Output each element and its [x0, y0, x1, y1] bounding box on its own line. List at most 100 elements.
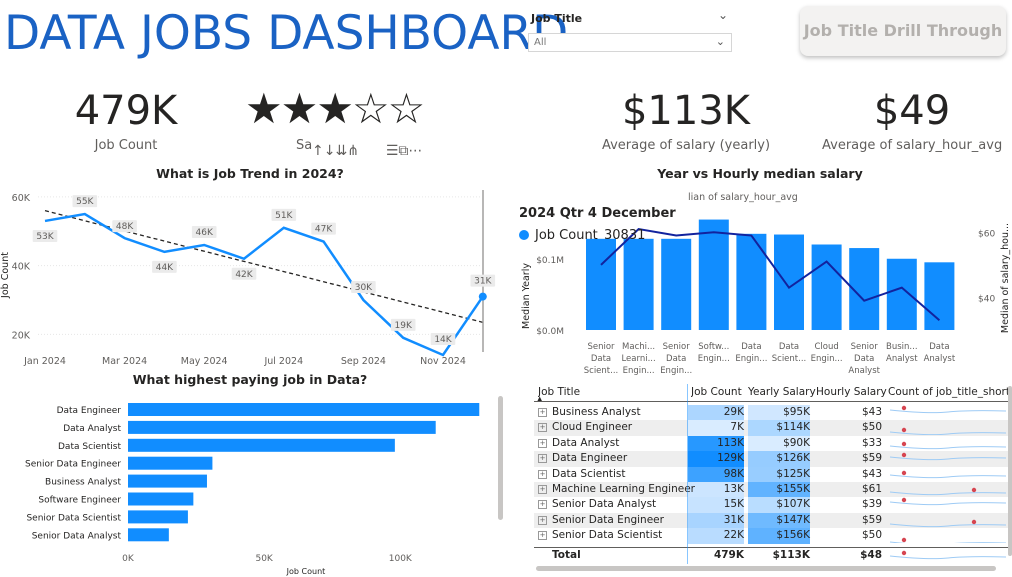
x-tick-label: Data	[666, 354, 686, 364]
yearly-salary-heat-cell	[748, 435, 810, 452]
expand-icon[interactable]: +	[538, 408, 547, 417]
expand-icon[interactable]: +	[538, 454, 547, 464]
arrow-down-icon[interactable]: ↓	[323, 143, 336, 159]
column-header[interactable]: Hourly Salary	[816, 386, 887, 398]
expand-icon[interactable]: +	[538, 531, 547, 541]
fork-arrow-icon[interactable]: ⋔	[347, 143, 359, 159]
y-tick-label: Senior Data Scientist	[26, 513, 121, 523]
drill-through-button[interactable]: Job Title Drill Through	[800, 6, 1006, 56]
table-row[interactable]: + Machine Learning Engineer 13K $155K $61	[534, 482, 1012, 498]
job-count-bar[interactable]	[128, 510, 188, 524]
sparkline	[889, 452, 1007, 461]
table-row[interactable]: + Senior Data Scientist 22K $156K $50	[534, 528, 1012, 544]
data-label: 19K	[395, 321, 413, 331]
table-cell-yearly-salary: $147K	[776, 513, 810, 526]
column-header[interactable]: Count of job_title_short b	[888, 386, 1010, 398]
yearly-salary-bar[interactable]	[811, 244, 842, 331]
expand-icon[interactable]: +	[538, 485, 547, 494]
highest-paying-bar-chart[interactable]: Data Engineer Data Analyst Data Scientist S…	[0, 390, 500, 577]
expand-icon[interactable]: +	[538, 500, 547, 510]
hourly-salary-line[interactable]	[600, 227, 941, 321]
chevron-down-icon[interactable]: ⌄	[718, 8, 729, 22]
double-arrow-down-icon[interactable]: ⇊	[335, 143, 348, 159]
table-cell-job-count: 29K	[723, 406, 744, 418]
yearly-salary-bar[interactable]	[886, 258, 917, 330]
expand-icon[interactable]: +	[538, 515, 547, 525]
job-title-filter-dropdown[interactable]: All ⌄	[528, 33, 732, 52]
sparkline	[889, 441, 1007, 449]
yearly-salary-bar[interactable]	[774, 234, 804, 330]
table-row[interactable]: + Cloud Engineer 7K $114K $50	[534, 420, 1012, 436]
sparkline-path	[889, 431, 1007, 436]
y-tick-label: 40K	[12, 262, 31, 273]
table-vertical-scrollbar[interactable]	[1008, 386, 1012, 556]
tooltip-legend-dot	[519, 230, 529, 240]
arrow-up-icon[interactable]: ↑	[312, 143, 324, 159]
filter-icon[interactable]: ☰	[385, 143, 399, 159]
x-tick-label: May 2024	[181, 356, 228, 367]
job-count-value: 479K	[74, 88, 178, 134]
table-cell-job-count: 113K	[717, 436, 744, 449]
table-cell-job-count: 13K	[723, 483, 744, 495]
bar-chart-scrollbar[interactable]	[498, 396, 503, 520]
job-count-bar[interactable]	[128, 528, 169, 542]
sparkline-marker	[901, 498, 907, 503]
table-cell-yearly-salary: $95K	[783, 406, 810, 418]
table-row[interactable]: + Data Scientist 98K $125K $43	[534, 466, 1012, 483]
table-row[interactable]: + Senior Data Engineer 31K $147K $59	[534, 512, 1012, 529]
job-count-bar[interactable]	[128, 456, 213, 470]
bar-chart-title: What highest paying job in Data?	[132, 372, 368, 387]
column-header[interactable]: Job Count	[691, 386, 742, 398]
column-header[interactable]: Job Title	[538, 386, 581, 398]
job-count-bar[interactable]	[128, 403, 480, 416]
column-divider	[687, 384, 688, 564]
y-tick-label: Senior Data Analyst	[32, 531, 122, 541]
highlighted-data-point[interactable]	[478, 292, 487, 301]
table-row[interactable]: + Business Analyst 29K $95K $43	[534, 405, 1012, 421]
sparkline	[889, 405, 1007, 414]
yearly-salary-bar[interactable]	[736, 233, 767, 330]
job-count-series-line[interactable]	[44, 212, 484, 357]
sort-ascending-icon[interactable]: ▲	[537, 395, 543, 403]
sparkline	[889, 498, 1007, 506]
yearly-salary-bar[interactable]	[586, 238, 616, 330]
sparkline-marker	[901, 441, 907, 446]
table-cell-job-count: 7K	[730, 421, 744, 434]
focus-mode-icon[interactable]: ⧉	[398, 143, 409, 159]
yearly-salary-bar[interactable]	[623, 238, 654, 330]
y-tick-label: $0.1M	[536, 256, 564, 266]
table-cell-hourly-salary: $33	[861, 436, 882, 449]
job-count-bar[interactable]	[128, 438, 395, 452]
x-tick-label: Nov 2024	[420, 356, 466, 367]
year-vs-hourly-combo-chart[interactable]: lian of salary_hour_avg $0.0M $0.1M $40 $60 M…	[516, 186, 1012, 378]
total-cell: $48	[860, 548, 882, 561]
data-label: 14K	[434, 335, 452, 345]
expand-icon[interactable]: +	[538, 438, 547, 448]
table-row[interactable]: + Data Engineer 129K $126K $59	[534, 451, 1012, 467]
table-row[interactable]: + Senior Data Analyst 15K $107K $39	[534, 497, 1012, 513]
x-tick-label: Softw...	[698, 342, 729, 352]
job-count-heat-cell	[688, 435, 744, 452]
job-trend-line-chart[interactable]: 20K 40K 60K Job Count Jan 2024 Mar 2024 May 20…	[0, 180, 500, 370]
job-count-bar[interactable]	[128, 474, 207, 488]
star-empty-icon: ☆	[351, 84, 390, 133]
job-count-bar[interactable]	[128, 492, 194, 506]
tooltip-value: 30831	[604, 228, 646, 243]
rating-stars: ★★★☆☆	[245, 84, 425, 133]
job-count-bar[interactable]	[128, 420, 436, 434]
yearly-salary-bar[interactable]	[924, 262, 955, 330]
expand-icon[interactable]: +	[538, 423, 547, 433]
y2-tick-label: $40	[978, 294, 995, 304]
table-horizontal-scrollbar[interactable]	[536, 566, 996, 571]
y-tick-label: 60K	[12, 193, 31, 204]
table-cell-hourly-salary: $59	[861, 452, 882, 465]
table-row[interactable]: + Data Analyst 113K $90K $33	[534, 435, 1012, 452]
sparkline-path	[889, 523, 1007, 527]
expand-icon[interactable]: +	[538, 469, 547, 479]
more-options-icon[interactable]: ⋯	[408, 143, 423, 159]
x-tick-label: Sep 2024	[341, 356, 386, 367]
yearly-salary-bar[interactable]	[698, 219, 729, 330]
yearly-salary-bar[interactable]	[661, 238, 692, 330]
column-header[interactable]: Yearly Salary	[748, 386, 816, 398]
sparkline	[889, 428, 1007, 436]
